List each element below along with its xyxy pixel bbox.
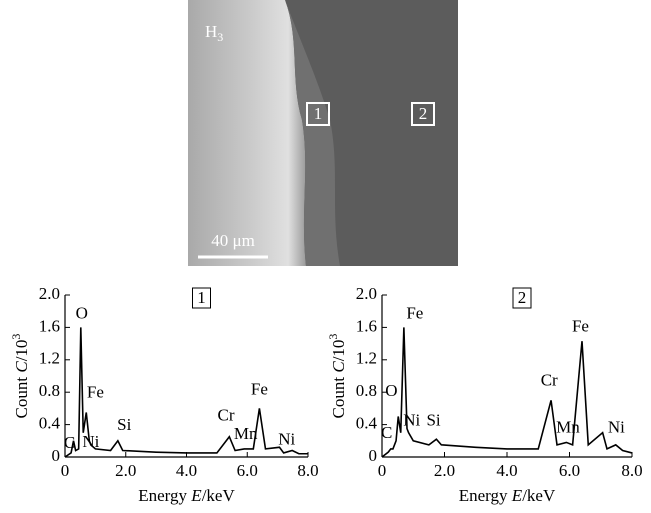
peak-label: Fe: [87, 383, 104, 402]
y-tick-label: 1.2: [39, 349, 60, 368]
peak-label: Si: [426, 410, 440, 429]
y-label-unit: /10: [329, 340, 348, 362]
peak-label: O: [76, 303, 88, 322]
x-tick-label: 6.0: [237, 461, 258, 480]
y-tick-label: 0.4: [39, 414, 61, 433]
x-tick-label: 6.0: [559, 461, 580, 480]
peak-label: C: [381, 423, 392, 442]
x-tick-label: 0: [378, 461, 387, 480]
y-label-exponent: 3: [326, 334, 340, 340]
region-label: 2: [419, 104, 428, 123]
y-label-symbol: C: [12, 361, 31, 373]
x-tick-label: 0: [61, 461, 70, 480]
peak-label: O: [385, 381, 397, 400]
chart-title: 1: [197, 288, 206, 307]
peak-label: Ni: [403, 410, 420, 429]
chart-title: 2: [518, 288, 527, 307]
title-box: [192, 287, 211, 309]
x-label-symbol: E: [190, 486, 202, 505]
y-tick-label: 1.6: [39, 316, 60, 335]
y-tick-label: 0.4: [356, 414, 378, 433]
title-box: [512, 287, 532, 309]
x-tick-label: 2.0: [434, 461, 455, 480]
spectrum-line: [64, 327, 308, 458]
peak-label: Mn: [556, 418, 580, 437]
y-label-prefix: Count: [329, 373, 348, 419]
y-label-exponent: 3: [9, 334, 23, 340]
y-label-prefix: Count: [12, 373, 31, 419]
y-tick-label: 1.6: [356, 316, 377, 335]
x-axis-label: Energy E/keV: [459, 486, 556, 505]
peak-label: Ni: [82, 432, 99, 451]
y-tick-label: 1.2: [356, 349, 377, 368]
y-label-symbol: C: [329, 361, 348, 373]
peak-label: C: [64, 433, 75, 452]
y-label-unit: /10: [12, 340, 31, 362]
image-label: H3: [205, 22, 223, 44]
region-label: 1: [314, 104, 323, 123]
oxide-layer: [188, 0, 306, 266]
x-tick-label: 8.0: [621, 461, 642, 480]
x-axis-label: Energy E/keV: [138, 486, 235, 505]
y-tick-label: 0: [369, 446, 378, 465]
x-tick-label: 2.0: [115, 461, 136, 480]
x-label-prefix: Energy: [459, 486, 512, 505]
y-tick-label: 0.8: [39, 381, 60, 400]
peak-label: Cr: [541, 371, 558, 390]
x-tick-label: 4.0: [176, 461, 197, 480]
region-box: [411, 102, 435, 126]
label-subscript: 3: [217, 30, 223, 44]
peak-label: Fe: [406, 303, 423, 322]
peak-label: Si: [117, 415, 131, 434]
y-axis-label: Count C/103: [326, 334, 348, 419]
x-tick-label: 8.0: [297, 461, 318, 480]
x-tick-label: 4.0: [496, 461, 517, 480]
x-label-prefix: Energy: [138, 486, 191, 505]
scale-label: 40 μm: [211, 231, 255, 250]
interface: [285, 0, 340, 266]
sem-image: H3 1 2 40 μm: [188, 0, 458, 266]
y-tick-label: 0: [52, 446, 61, 465]
x-label-unit: /keV: [522, 486, 556, 505]
region-box: [306, 102, 330, 126]
peak-label: Ni: [278, 430, 295, 449]
peak-label: Cr: [217, 405, 234, 424]
x-label-unit: /keV: [202, 486, 236, 505]
peak-label: Ni: [608, 418, 625, 437]
y-tick-label: 2.0: [356, 284, 377, 303]
x-label-symbol: E: [511, 486, 523, 505]
peak-label: Fe: [572, 316, 589, 335]
label-main: H: [205, 22, 217, 41]
y-tick-label: 0.8: [356, 381, 377, 400]
peak-label: Fe: [251, 379, 268, 398]
y-tick-label: 2.0: [39, 284, 60, 303]
spectrum-line: [381, 327, 633, 458]
y-axis-label: Count C/103: [9, 334, 31, 419]
peak-label: Mn: [234, 424, 258, 443]
